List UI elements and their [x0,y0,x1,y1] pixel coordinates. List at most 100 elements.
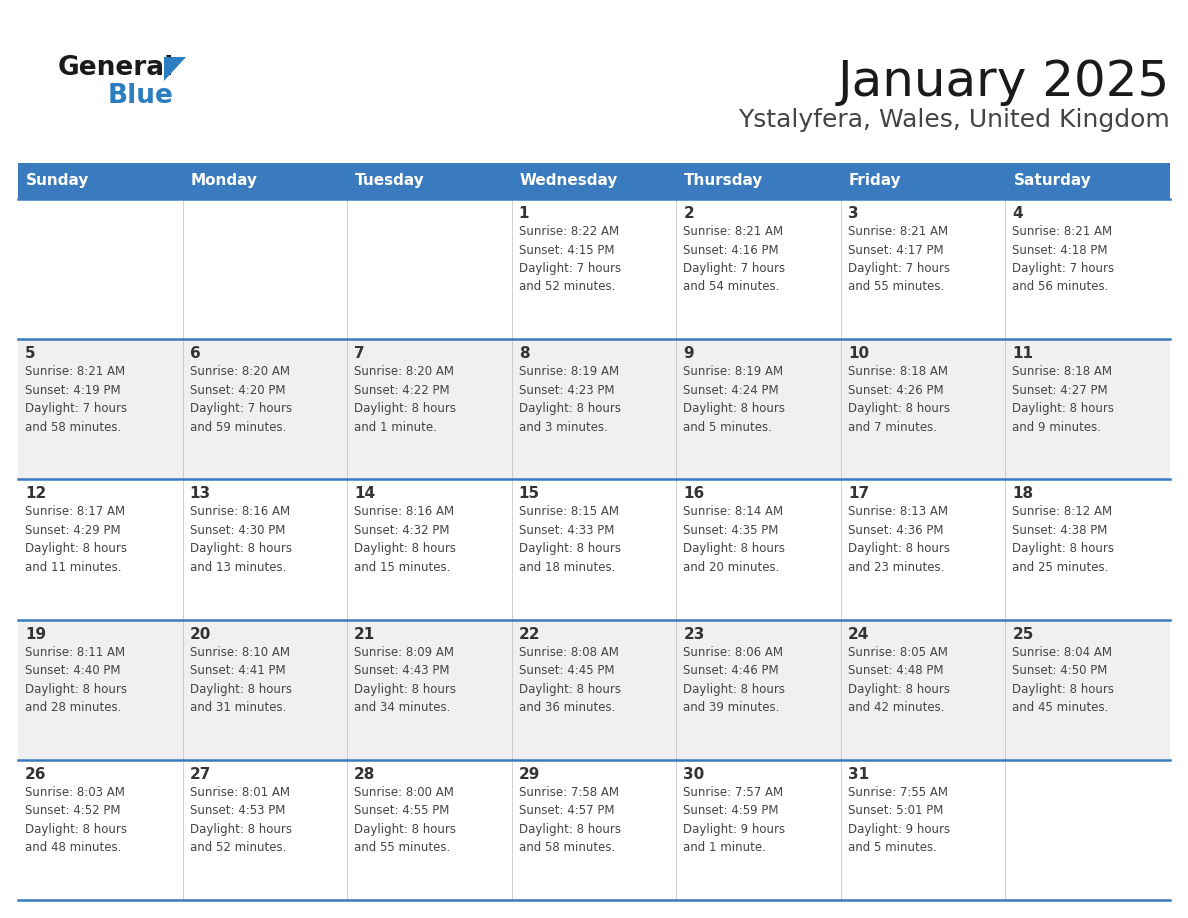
Text: 5: 5 [25,346,36,361]
Bar [841,199,1005,339]
Text: Sunrise: 8:20 AM
Sunset: 4:22 PM
Daylight: 8 hours
and 1 minute.: Sunrise: 8:20 AM Sunset: 4:22 PM Dayligh… [354,365,456,433]
Bar [841,620,1005,760]
Text: Friday: Friday [849,174,902,188]
Text: 23: 23 [683,627,704,642]
Text: Sunrise: 8:12 AM
Sunset: 4:38 PM
Daylight: 8 hours
and 25 minutes.: Sunrise: 8:12 AM Sunset: 4:38 PM Dayligh… [1012,506,1114,574]
Text: 25: 25 [1012,627,1034,642]
Bar [676,760,841,900]
Text: 1: 1 [519,206,529,221]
Bar [1005,339,1170,479]
Bar [183,339,347,479]
Text: 29: 29 [519,767,541,782]
Bar [512,199,676,339]
Text: Thursday: Thursday [684,174,764,188]
Text: 3: 3 [848,206,859,221]
Text: 27: 27 [190,767,211,782]
Text: 17: 17 [848,487,868,501]
Text: 9: 9 [683,346,694,361]
Text: Sunrise: 8:04 AM
Sunset: 4:50 PM
Daylight: 8 hours
and 45 minutes.: Sunrise: 8:04 AM Sunset: 4:50 PM Dayligh… [1012,645,1114,714]
Bar [18,620,183,760]
Text: Sunrise: 8:19 AM
Sunset: 4:23 PM
Daylight: 8 hours
and 3 minutes.: Sunrise: 8:19 AM Sunset: 4:23 PM Dayligh… [519,365,620,433]
Bar [347,163,512,199]
Text: 14: 14 [354,487,375,501]
Text: Sunrise: 8:18 AM
Sunset: 4:26 PM
Daylight: 8 hours
and 7 minutes.: Sunrise: 8:18 AM Sunset: 4:26 PM Dayligh… [848,365,950,433]
Text: Sunrise: 8:21 AM
Sunset: 4:16 PM
Daylight: 7 hours
and 54 minutes.: Sunrise: 8:21 AM Sunset: 4:16 PM Dayligh… [683,225,785,294]
Text: Sunrise: 8:00 AM
Sunset: 4:55 PM
Daylight: 8 hours
and 55 minutes.: Sunrise: 8:00 AM Sunset: 4:55 PM Dayligh… [354,786,456,855]
Bar [841,163,1005,199]
Text: Saturday: Saturday [1013,174,1092,188]
Text: 22: 22 [519,627,541,642]
Bar [512,760,676,900]
Text: Sunrise: 8:01 AM
Sunset: 4:53 PM
Daylight: 8 hours
and 52 minutes.: Sunrise: 8:01 AM Sunset: 4:53 PM Dayligh… [190,786,291,855]
Bar [676,199,841,339]
Text: 26: 26 [25,767,46,782]
Text: Ystalyfera, Wales, United Kingdom: Ystalyfera, Wales, United Kingdom [738,108,1170,132]
Text: 15: 15 [519,487,539,501]
Text: Sunday: Sunday [26,174,89,188]
Text: Sunrise: 8:21 AM
Sunset: 4:18 PM
Daylight: 7 hours
and 56 minutes.: Sunrise: 8:21 AM Sunset: 4:18 PM Dayligh… [1012,225,1114,294]
Text: 28: 28 [354,767,375,782]
Text: 10: 10 [848,346,868,361]
Text: Sunrise: 8:06 AM
Sunset: 4:46 PM
Daylight: 8 hours
and 39 minutes.: Sunrise: 8:06 AM Sunset: 4:46 PM Dayligh… [683,645,785,714]
Text: Sunrise: 8:10 AM
Sunset: 4:41 PM
Daylight: 8 hours
and 31 minutes.: Sunrise: 8:10 AM Sunset: 4:41 PM Dayligh… [190,645,291,714]
Text: Sunrise: 8:14 AM
Sunset: 4:35 PM
Daylight: 8 hours
and 20 minutes.: Sunrise: 8:14 AM Sunset: 4:35 PM Dayligh… [683,506,785,574]
Text: 30: 30 [683,767,704,782]
Text: Sunrise: 8:08 AM
Sunset: 4:45 PM
Daylight: 8 hours
and 36 minutes.: Sunrise: 8:08 AM Sunset: 4:45 PM Dayligh… [519,645,620,714]
Bar [18,479,183,620]
Text: 8: 8 [519,346,530,361]
Bar [1005,760,1170,900]
Bar [676,479,841,620]
Bar [841,479,1005,620]
Text: 11: 11 [1012,346,1034,361]
Bar [183,620,347,760]
Bar [841,339,1005,479]
Bar [1005,620,1170,760]
Text: Sunrise: 8:03 AM
Sunset: 4:52 PM
Daylight: 8 hours
and 48 minutes.: Sunrise: 8:03 AM Sunset: 4:52 PM Dayligh… [25,786,127,855]
Text: General: General [58,55,175,81]
Text: 19: 19 [25,627,46,642]
Text: 6: 6 [190,346,201,361]
Text: Blue: Blue [108,83,173,109]
Bar [183,163,347,199]
Text: January 2025: January 2025 [838,58,1170,106]
Text: 4: 4 [1012,206,1023,221]
Bar [676,339,841,479]
Text: Sunrise: 8:21 AM
Sunset: 4:17 PM
Daylight: 7 hours
and 55 minutes.: Sunrise: 8:21 AM Sunset: 4:17 PM Dayligh… [848,225,950,294]
Bar [512,163,676,199]
Text: Wednesday: Wednesday [519,174,618,188]
Bar [512,339,676,479]
Text: 2: 2 [683,206,694,221]
Polygon shape [164,57,187,81]
Bar [676,620,841,760]
Bar [347,620,512,760]
Text: Sunrise: 8:13 AM
Sunset: 4:36 PM
Daylight: 8 hours
and 23 minutes.: Sunrise: 8:13 AM Sunset: 4:36 PM Dayligh… [848,506,950,574]
Bar [676,163,841,199]
Bar [347,339,512,479]
Bar [18,163,183,199]
Text: Monday: Monday [190,174,258,188]
Text: 20: 20 [190,627,211,642]
Bar [512,620,676,760]
Text: Sunrise: 8:17 AM
Sunset: 4:29 PM
Daylight: 8 hours
and 11 minutes.: Sunrise: 8:17 AM Sunset: 4:29 PM Dayligh… [25,506,127,574]
Text: Sunrise: 7:57 AM
Sunset: 4:59 PM
Daylight: 9 hours
and 1 minute.: Sunrise: 7:57 AM Sunset: 4:59 PM Dayligh… [683,786,785,855]
Text: 12: 12 [25,487,46,501]
Text: 31: 31 [848,767,868,782]
Bar [347,760,512,900]
Text: 7: 7 [354,346,365,361]
Text: Sunrise: 8:19 AM
Sunset: 4:24 PM
Daylight: 8 hours
and 5 minutes.: Sunrise: 8:19 AM Sunset: 4:24 PM Dayligh… [683,365,785,433]
Text: Sunrise: 8:16 AM
Sunset: 4:30 PM
Daylight: 8 hours
and 13 minutes.: Sunrise: 8:16 AM Sunset: 4:30 PM Dayligh… [190,506,291,574]
Text: Sunrise: 8:21 AM
Sunset: 4:19 PM
Daylight: 7 hours
and 58 minutes.: Sunrise: 8:21 AM Sunset: 4:19 PM Dayligh… [25,365,127,433]
Text: Sunrise: 8:18 AM
Sunset: 4:27 PM
Daylight: 8 hours
and 9 minutes.: Sunrise: 8:18 AM Sunset: 4:27 PM Dayligh… [1012,365,1114,433]
Text: Sunrise: 7:58 AM
Sunset: 4:57 PM
Daylight: 8 hours
and 58 minutes.: Sunrise: 7:58 AM Sunset: 4:57 PM Dayligh… [519,786,620,855]
Text: Sunrise: 8:15 AM
Sunset: 4:33 PM
Daylight: 8 hours
and 18 minutes.: Sunrise: 8:15 AM Sunset: 4:33 PM Dayligh… [519,506,620,574]
Text: Sunrise: 8:16 AM
Sunset: 4:32 PM
Daylight: 8 hours
and 15 minutes.: Sunrise: 8:16 AM Sunset: 4:32 PM Dayligh… [354,506,456,574]
Text: Sunrise: 8:05 AM
Sunset: 4:48 PM
Daylight: 8 hours
and 42 minutes.: Sunrise: 8:05 AM Sunset: 4:48 PM Dayligh… [848,645,950,714]
Text: Sunrise: 8:09 AM
Sunset: 4:43 PM
Daylight: 8 hours
and 34 minutes.: Sunrise: 8:09 AM Sunset: 4:43 PM Dayligh… [354,645,456,714]
Bar [1005,199,1170,339]
Bar [18,339,183,479]
Bar [347,479,512,620]
Text: Sunrise: 8:20 AM
Sunset: 4:20 PM
Daylight: 7 hours
and 59 minutes.: Sunrise: 8:20 AM Sunset: 4:20 PM Dayligh… [190,365,292,433]
Bar [183,479,347,620]
Bar [512,479,676,620]
Text: Tuesday: Tuesday [355,174,425,188]
